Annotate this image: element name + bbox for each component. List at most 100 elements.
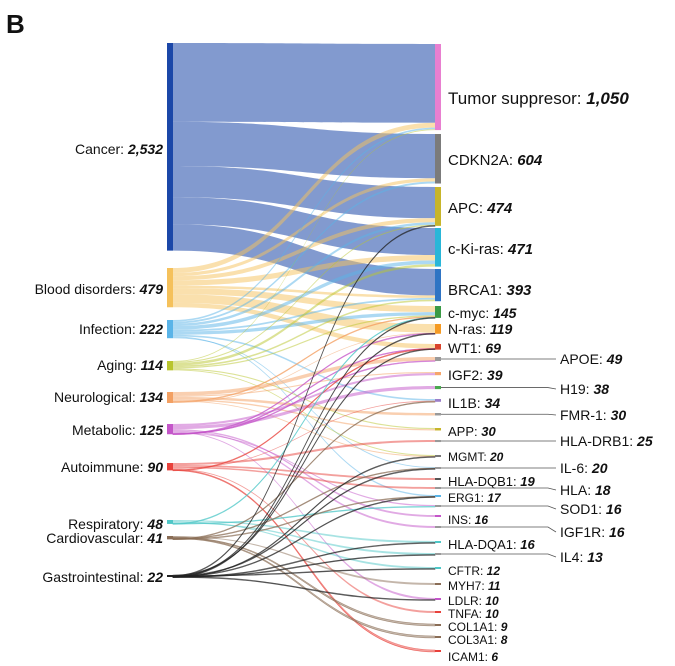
target-node-wt1 — [435, 344, 441, 350]
sankey-links — [172, 43, 436, 653]
target-label-igf1r: IGF1R: 16 — [560, 524, 625, 540]
target-label-igf2: IGF2: 39 — [448, 367, 503, 383]
link-aging-to-apc — [173, 224, 435, 363]
target-node-mgmt — [435, 455, 441, 457]
target-node-n-ras — [435, 324, 441, 334]
link-infection-to-tumor-suppresor — [173, 127, 435, 322]
label-leader-fmr-1 — [441, 413, 557, 416]
link-autoimmune-to-tnfa — [173, 468, 435, 613]
source-node-metabolic — [167, 424, 173, 435]
link-aging-to-tumor-suppresor — [173, 129, 435, 362]
target-label-tumor-suppresor: Tumor suppresor: 1,050 — [448, 89, 629, 108]
target-node-hla-dqb1 — [435, 478, 441, 480]
sankey-nodes — [167, 43, 441, 652]
target-label-sod1: SOD1: 16 — [560, 501, 622, 517]
link-metabolic-to-h19 — [173, 386, 435, 430]
label-leader-igf1r — [441, 526, 557, 533]
target-label-c-ki-ras: c-Ki-ras: 471 — [448, 241, 533, 258]
link-neurological-to-mgmt — [173, 400, 435, 457]
target-node-brca1 — [435, 269, 441, 302]
target-label-icam1: ICAM1: 6 — [448, 650, 498, 664]
target-label-app: APP: 30 — [448, 424, 496, 439]
link-respiratory-to-hla-dqa1 — [173, 520, 435, 543]
sankey-labels: Cancer: 2,532 Blood disorders: 479 Infecti… — [35, 89, 653, 664]
source-node-gastrointestinal — [167, 575, 173, 577]
source-node-infection — [167, 320, 173, 339]
target-node-igf1r — [435, 526, 441, 528]
target-node-il1b — [435, 399, 441, 402]
link-metabolic-to-sod1 — [173, 432, 435, 507]
link-blood-disorders-to-brca1 — [173, 285, 435, 298]
target-label-hla-dqa1: HLA-DQA1: 16 — [448, 537, 535, 552]
target-node-il4 — [435, 553, 441, 555]
link-infection-to-apc — [173, 222, 435, 327]
link-metabolic-to-igf1r — [173, 430, 435, 528]
target-node-apoe — [435, 357, 441, 362]
target-node-hla — [435, 487, 441, 489]
label-leader-il4 — [441, 553, 557, 558]
source-node-autoimmune — [167, 463, 173, 471]
target-node-col1a1 — [435, 624, 441, 626]
link-respiratory-to-il4 — [173, 522, 435, 555]
target-node-igf2 — [435, 372, 441, 376]
link-gastrointestinal-to-mgmt — [172, 456, 436, 578]
link-blood-disorders-to-tumor-suppresor — [173, 122, 435, 273]
target-node-cftr — [435, 567, 441, 569]
target-label-hla: HLA: 18 — [560, 482, 611, 498]
target-node-apc — [435, 187, 441, 226]
target-node-erg1 — [435, 495, 441, 497]
link-respiratory-to-c-myc — [172, 317, 436, 525]
target-label-col3a1: COL3A1: 8 — [448, 633, 508, 647]
link-metabolic-to-igf2 — [173, 373, 435, 427]
link-aging-to-brca1 — [173, 299, 435, 368]
source-label-cardiovascular: Cardiovascular: 41 — [46, 530, 163, 546]
target-label-wt1: WT1: 69 — [448, 340, 501, 356]
link-infection-to-cdkn2a — [173, 181, 435, 324]
source-label-metabolic: Metabolic: 125 — [72, 422, 163, 438]
link-cardiovascular-to-il1b — [172, 401, 436, 540]
link-gastrointestinal-to-apc — [172, 225, 436, 577]
target-label-h19: H19: 38 — [560, 381, 609, 397]
link-autoimmune-to-hla-drb1 — [173, 440, 435, 466]
target-label-ldlr: LDLR: 10 — [448, 594, 499, 608]
link-cancer-to-brca1 — [173, 224, 435, 296]
link-autoimmune-to-hla — [173, 466, 435, 489]
source-label-blood-disorders: Blood disorders: 479 — [35, 281, 164, 297]
target-node-cdkn2a — [435, 134, 441, 184]
link-infection-to-c-ki-ras — [173, 260, 435, 330]
target-label-col1a1: COL1A1: 9 — [448, 620, 508, 634]
target-node-c-myc — [435, 306, 441, 318]
link-gastrointestinal-to-n-ras — [172, 333, 436, 578]
target-node-sod1 — [435, 505, 441, 507]
target-label-il1b: IL1B: 34 — [448, 395, 500, 411]
link-gastrointestinal-to-cftr — [172, 568, 436, 577]
source-node-respiratory — [167, 520, 173, 524]
link-respiratory-to-sod1 — [172, 505, 436, 525]
target-label-myh7: MYH7: 11 — [448, 579, 501, 593]
source-label-infection: Infection: 222 — [79, 321, 163, 337]
target-node-tnfa — [435, 611, 441, 613]
link-autoimmune-to-il1b — [173, 400, 435, 469]
source-label-respiratory: Respiratory: 48 — [68, 516, 163, 532]
target-label-brca1: BRCA1: 393 — [448, 282, 532, 299]
target-label-tnfa: TNFA: 10 — [448, 607, 499, 621]
target-node-icam1 — [435, 650, 441, 652]
link-gastrointestinal-to-ldlr — [172, 576, 436, 601]
link-respiratory-to-cftr — [173, 521, 435, 569]
target-node-hla-dqa1 — [435, 541, 441, 543]
link-metabolic-to-n-ras — [172, 333, 436, 435]
target-node-hla-drb1 — [435, 440, 441, 443]
link-infection-to-erg1 — [173, 336, 435, 497]
target-label-mgmt: MGMT: 20 — [448, 450, 504, 464]
link-metabolic-to-apoe — [172, 360, 436, 435]
link-infection-to-c-myc — [173, 312, 435, 335]
link-gastrointestinal-to-c-myc — [172, 317, 436, 578]
target-label-erg1: ERG1: 17 — [448, 491, 502, 505]
label-leader-h19 — [441, 387, 557, 390]
source-label-neurological: Neurological: 134 — [54, 389, 163, 405]
target-label-hla-drb1: HLA-DRB1: 25 — [560, 433, 653, 449]
target-label-apc: APC: 474 — [448, 200, 513, 217]
link-neurological-to-apoe — [173, 357, 435, 396]
source-node-cancer — [167, 43, 173, 251]
